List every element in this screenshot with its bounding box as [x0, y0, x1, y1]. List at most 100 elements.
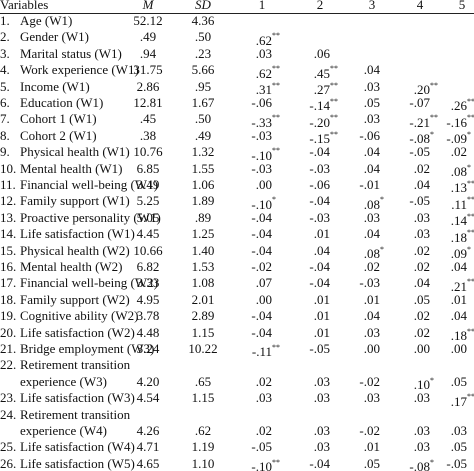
- correlation-cell: .04: [348, 308, 380, 324]
- variable-label: Life satisfaction (W1): [20, 226, 135, 242]
- row-number: 21.: [0, 341, 17, 356]
- correlation-value: .04: [363, 62, 380, 78]
- correlation-value: .04: [363, 308, 380, 324]
- row-number: 12.: [0, 193, 17, 209]
- variable-label: Life satisfaction (W4): [20, 439, 135, 455]
- correlation-value: -.16: [446, 114, 467, 130]
- sd-value: 1.40: [191, 242, 215, 258]
- correlation-cell: .04: [435, 308, 467, 324]
- correlation-cell: -.10**: [240, 144, 280, 163]
- sd-value: 2.01: [191, 291, 215, 307]
- correlation-value: -.10: [251, 196, 272, 212]
- correlation-cell: .01: [298, 226, 330, 242]
- variable-label: Life satisfaction (W2): [20, 324, 135, 340]
- correlation-cell: .00: [348, 341, 380, 357]
- correlation-value: -.04: [251, 242, 272, 258]
- correlation-cell: .05: [435, 439, 467, 455]
- correlation-value: -.06: [251, 95, 272, 110]
- correlation-value: .03: [363, 78, 380, 94]
- significance-mark: **: [272, 146, 280, 156]
- correlation-cell: .01: [348, 439, 380, 455]
- correlation-value: -.01: [359, 177, 380, 192]
- correlation-value: .62: [255, 32, 272, 48]
- row-number: 20.: [0, 324, 17, 340]
- variable-label: Physical health (W2): [20, 242, 130, 258]
- correlation-value: .09: [450, 245, 467, 261]
- correlation-value: .03: [363, 324, 380, 340]
- sd-value: 1.32: [191, 144, 215, 160]
- variable-label: Education (W1): [20, 95, 104, 110]
- correlation-value: .02: [255, 423, 272, 438]
- correlation-cell: -.08*: [398, 456, 434, 471]
- correlation-value: .17: [450, 393, 467, 409]
- significance-mark: *: [430, 457, 434, 467]
- row-number: 14.: [0, 226, 17, 242]
- correlation-cell: .03: [298, 439, 330, 455]
- correlation-value: .31: [255, 81, 272, 97]
- correlation-cell: -.21**: [398, 111, 438, 130]
- mean-value: 12.81: [133, 95, 163, 110]
- variable-label: Cognitive ability (W2): [20, 308, 139, 324]
- correlation-cell: .02: [398, 325, 430, 341]
- mean-value: 10.66: [133, 242, 163, 258]
- correlation-value: -.05: [409, 193, 430, 209]
- correlation-cell: .00: [240, 177, 272, 193]
- correlation-cell: .08*: [348, 193, 384, 212]
- row-number: 16.: [0, 259, 17, 274]
- row-number: 9.: [0, 144, 10, 160]
- sd-value: 1.89: [191, 193, 215, 209]
- correlation-cell: -.04: [240, 325, 272, 341]
- significance-mark: *: [467, 244, 471, 254]
- correlation-value: .04: [363, 226, 380, 242]
- correlation-cell: -.03: [240, 128, 272, 144]
- correlation-cell: -.04: [298, 275, 330, 291]
- correlation-value: .21: [450, 278, 467, 294]
- variable-label: Work experience (W1): [20, 62, 139, 78]
- row-number: 3.: [0, 45, 10, 61]
- correlation-value: -.04: [309, 455, 330, 471]
- correlation-cell: -.02: [348, 423, 380, 439]
- correlation-value: .03: [413, 439, 430, 455]
- significance-mark: **: [330, 97, 338, 106]
- correlation-value: .05: [363, 455, 380, 471]
- mean-value: 4.95: [136, 291, 160, 307]
- correlation-cell: .01: [435, 292, 467, 308]
- column-header: M: [142, 0, 154, 12]
- correlation-cell: .00: [240, 292, 272, 308]
- correlation-value: .02: [363, 259, 380, 274]
- significance-mark: **: [467, 228, 474, 238]
- correlation-cell: .04: [298, 243, 330, 259]
- column-header: Variables: [0, 0, 49, 12]
- correlation-cell: .05: [398, 292, 430, 308]
- correlation-value: .03: [255, 390, 272, 406]
- correlation-cell: .05: [348, 456, 380, 471]
- correlation-value: .10: [413, 377, 430, 393]
- correlation-cell: -.06: [298, 177, 330, 193]
- correlation-cell: -.02: [348, 374, 380, 390]
- sd-value: .65: [194, 373, 212, 389]
- correlation-value: .02: [413, 160, 430, 176]
- sd-value: 1.15: [191, 390, 215, 406]
- sd-value: 1.15: [191, 324, 215, 340]
- correlation-value: -.04: [251, 226, 272, 242]
- variable-label: Marital status (W1): [20, 45, 122, 61]
- mean-value: 6.85: [136, 160, 160, 176]
- correlation-value: .01: [313, 291, 330, 307]
- variable-label: Age (W1): [20, 13, 73, 28]
- correlation-cell: .02: [240, 374, 272, 390]
- correlation-value: .01: [313, 226, 330, 242]
- correlation-cell: -.15**: [298, 128, 338, 147]
- correlation-cell: .02: [240, 423, 272, 439]
- row-number: 25.: [0, 439, 17, 455]
- correlation-cell: .04: [398, 275, 430, 291]
- mean-value: 3.33: [136, 275, 160, 291]
- correlation-cell: -.03: [298, 210, 330, 226]
- correlation-cell: .03: [398, 210, 430, 226]
- sd-value: .62: [194, 423, 212, 438]
- correlation-value: .03: [255, 45, 272, 61]
- mean-value: 5.05: [136, 209, 160, 225]
- mean-value: 4.48: [136, 324, 160, 340]
- correlation-value: -.05: [251, 439, 272, 455]
- correlation-cell: -.10*: [240, 193, 276, 212]
- correlation-cell: .03: [240, 390, 272, 406]
